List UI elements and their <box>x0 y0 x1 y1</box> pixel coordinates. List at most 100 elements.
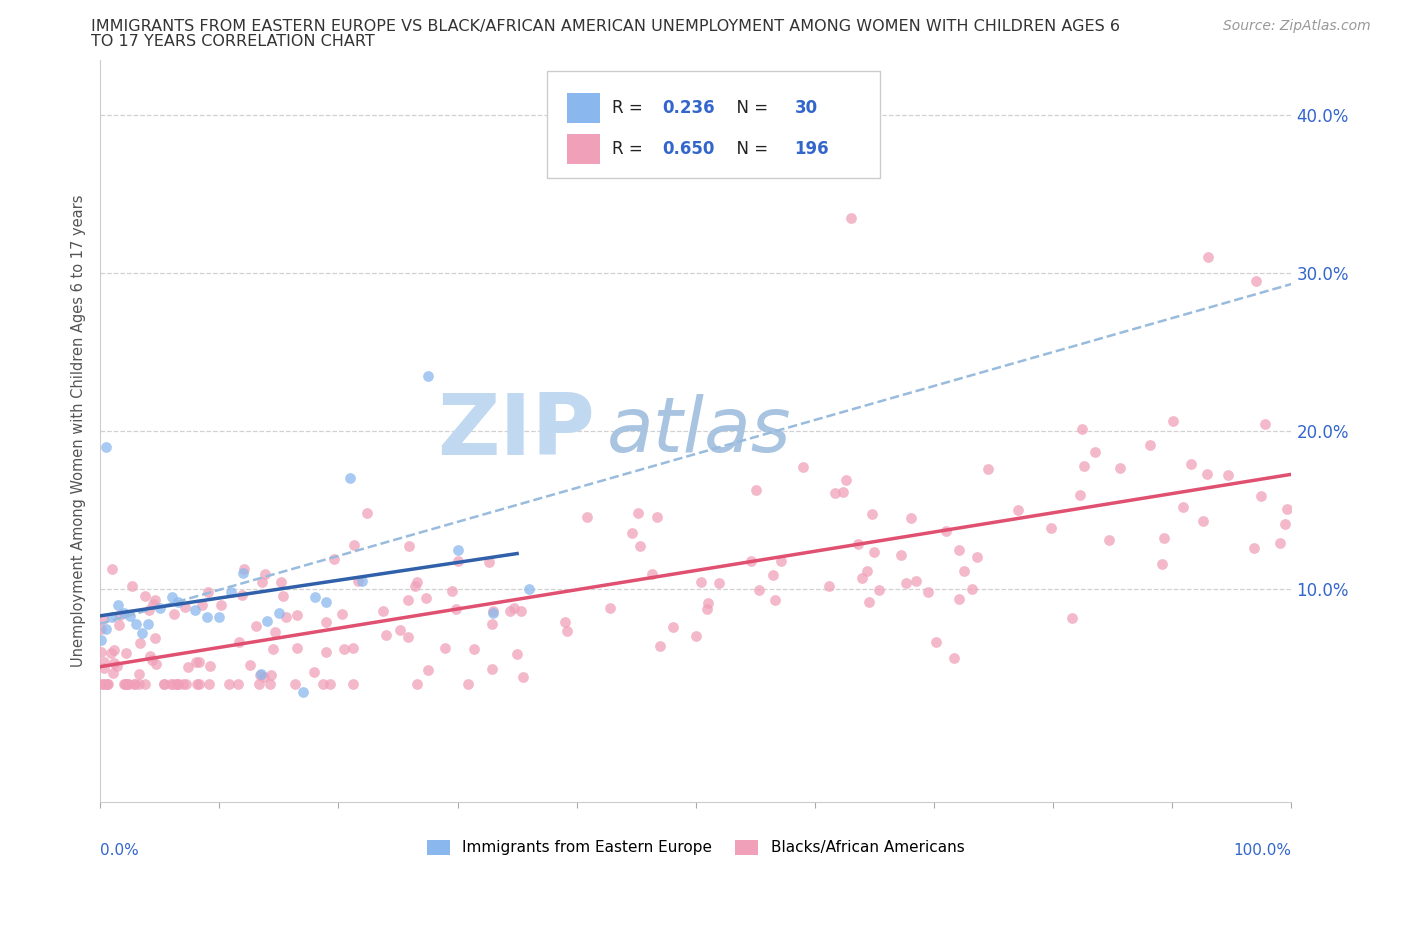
Point <box>1250 489 1272 504</box>
Point <box>315 644 337 659</box>
Point <box>1274 517 1296 532</box>
Text: N =: N = <box>725 140 773 158</box>
Point <box>91 676 114 691</box>
Point <box>263 624 285 639</box>
Point <box>260 668 283 683</box>
Point <box>166 676 188 691</box>
Point <box>162 676 184 691</box>
Point <box>935 524 957 538</box>
Point <box>1070 421 1092 436</box>
Point <box>763 592 786 607</box>
Point <box>1007 503 1029 518</box>
Point <box>415 591 437 605</box>
Point <box>745 483 768 498</box>
Point <box>396 592 419 607</box>
Point <box>662 619 685 634</box>
Text: TO 17 YEARS CORRELATION CHART: TO 17 YEARS CORRELATION CHART <box>91 34 375 49</box>
Text: 100.0%: 100.0% <box>1233 844 1292 858</box>
Point <box>502 600 524 615</box>
Point <box>160 590 183 604</box>
Point <box>245 618 267 633</box>
Point <box>322 551 344 566</box>
Point <box>232 565 254 580</box>
Point <box>117 676 139 691</box>
Point <box>416 368 439 383</box>
Point <box>342 676 364 691</box>
Point <box>599 601 621 616</box>
Point <box>198 676 221 691</box>
Point <box>894 575 917 590</box>
Point <box>627 505 650 520</box>
Point <box>125 617 148 631</box>
Point <box>396 630 419 644</box>
Point <box>259 676 281 691</box>
Point <box>94 439 117 454</box>
Point <box>90 632 112 647</box>
Point <box>966 550 988 565</box>
Point <box>195 610 218 625</box>
Point <box>249 668 271 683</box>
Point <box>231 588 253 603</box>
Point <box>834 473 856 488</box>
Point <box>482 605 505 620</box>
Point <box>209 597 232 612</box>
Point <box>818 578 841 593</box>
Point <box>228 635 250 650</box>
Point <box>498 604 520 618</box>
Point <box>101 610 124 625</box>
Point <box>163 606 186 621</box>
Point <box>284 676 307 691</box>
Point <box>233 562 256 577</box>
Point <box>824 485 846 500</box>
Text: atlas: atlas <box>606 394 792 468</box>
Point <box>647 509 669 524</box>
Point <box>748 582 770 597</box>
Point <box>91 676 114 691</box>
Point <box>463 642 485 657</box>
Point <box>696 595 718 610</box>
Point <box>93 655 115 670</box>
Point <box>271 588 294 603</box>
Point <box>1243 540 1265 555</box>
Point <box>942 651 965 666</box>
Point <box>91 611 114 626</box>
Point <box>444 602 467 617</box>
Point <box>166 594 188 609</box>
Text: 30: 30 <box>794 99 818 117</box>
Point <box>115 646 138 661</box>
Point <box>406 676 429 691</box>
FancyBboxPatch shape <box>567 134 600 164</box>
Point <box>1244 273 1267 288</box>
Point <box>128 676 150 691</box>
Point <box>247 676 270 691</box>
Point <box>218 676 240 691</box>
Point <box>262 642 284 657</box>
Point <box>302 664 325 679</box>
Point <box>184 655 207 670</box>
Point <box>149 601 172 616</box>
Point <box>1161 414 1184 429</box>
Point <box>159 676 181 691</box>
Point <box>118 608 141 623</box>
Point <box>628 538 651 553</box>
Point <box>239 658 262 672</box>
Point <box>1153 531 1175 546</box>
Point <box>332 641 354 656</box>
Point <box>404 578 426 593</box>
Point <box>122 676 145 691</box>
Point <box>97 676 120 691</box>
Point <box>555 623 578 638</box>
Point <box>253 669 276 684</box>
Text: N =: N = <box>725 99 773 117</box>
Point <box>356 505 378 520</box>
Point <box>198 658 221 673</box>
Point <box>312 676 335 691</box>
Point <box>506 646 529 661</box>
Point <box>114 676 136 691</box>
Point <box>94 621 117 636</box>
Point <box>707 575 730 590</box>
Text: 0.650: 0.650 <box>662 140 714 158</box>
Point <box>1216 468 1239 483</box>
Point <box>129 636 152 651</box>
Point <box>107 618 129 632</box>
